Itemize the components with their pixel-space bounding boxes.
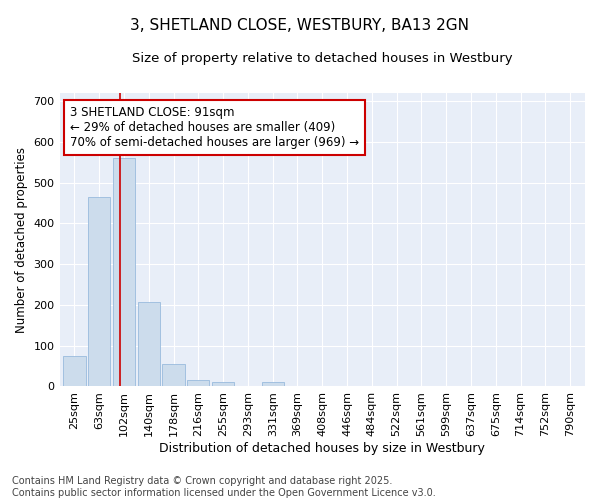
Bar: [113, 158, 135, 386]
Bar: [88, 197, 110, 386]
Bar: [63, 356, 86, 386]
Bar: [262, 382, 284, 386]
Title: Size of property relative to detached houses in Westbury: Size of property relative to detached ho…: [132, 52, 512, 66]
X-axis label: Distribution of detached houses by size in Westbury: Distribution of detached houses by size …: [160, 442, 485, 455]
Bar: [137, 302, 160, 386]
Y-axis label: Number of detached properties: Number of detached properties: [15, 147, 28, 333]
Text: Contains HM Land Registry data © Crown copyright and database right 2025.
Contai: Contains HM Land Registry data © Crown c…: [12, 476, 436, 498]
Bar: [212, 382, 234, 386]
Bar: [163, 364, 185, 386]
Text: 3, SHETLAND CLOSE, WESTBURY, BA13 2GN: 3, SHETLAND CLOSE, WESTBURY, BA13 2GN: [131, 18, 470, 32]
Text: 3 SHETLAND CLOSE: 91sqm
← 29% of detached houses are smaller (409)
70% of semi-d: 3 SHETLAND CLOSE: 91sqm ← 29% of detache…: [70, 106, 359, 150]
Bar: [187, 380, 209, 386]
